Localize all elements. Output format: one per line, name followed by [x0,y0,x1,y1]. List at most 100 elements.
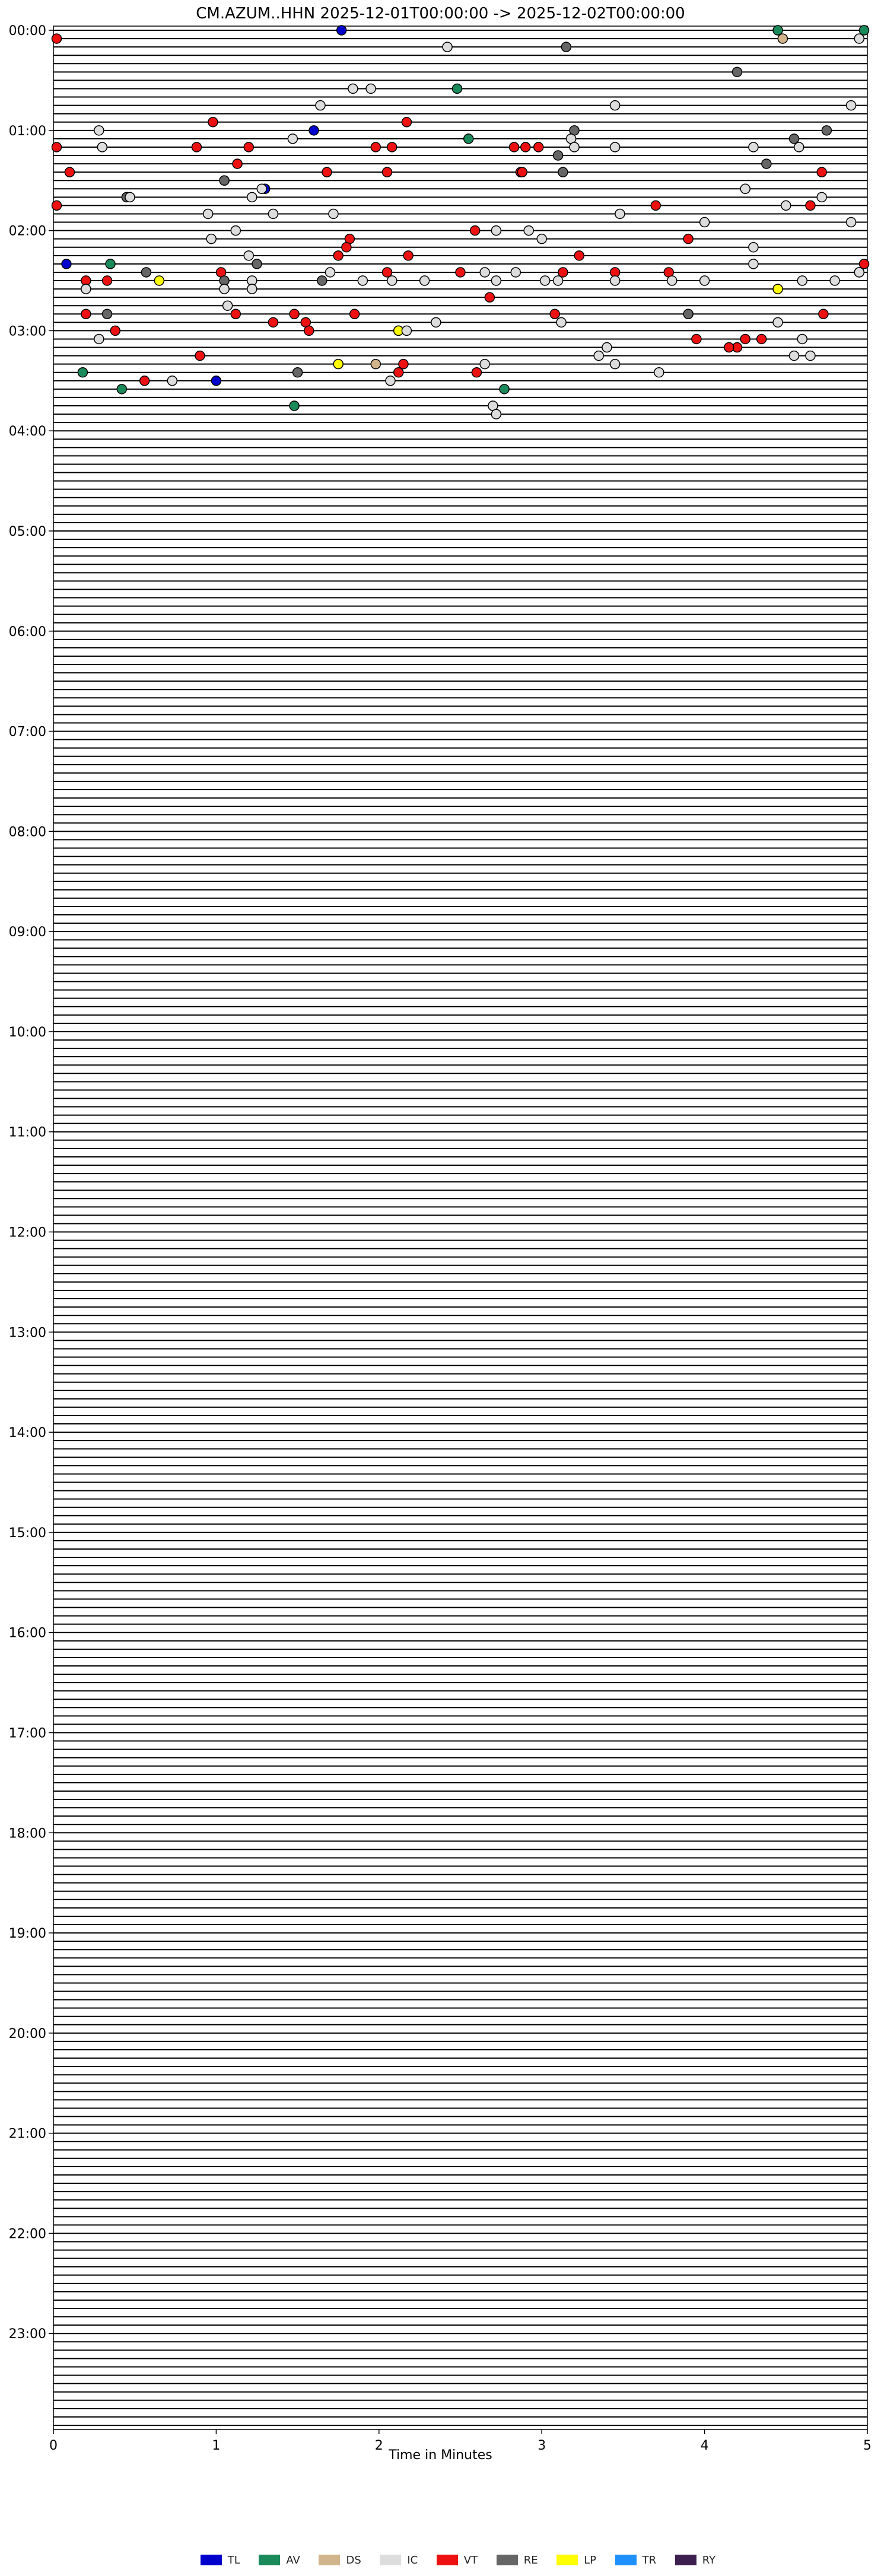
event-marker-vt [381,267,393,278]
event-marker-ic [797,333,807,345]
legend-label: TR [642,2553,657,2567]
event-marker-re [761,158,772,169]
legend-item: DS [319,2554,361,2567]
legend-item: RE [496,2553,538,2567]
event-marker-ic [845,217,857,228]
event-marker-ic [699,275,710,286]
event-marker-re [141,267,152,278]
y-tick-label: 02:00 [9,224,46,239]
x-tick-label: 2 [375,2438,383,2453]
event-marker-vt [341,241,352,253]
event-marker-ic [609,142,621,152]
event-marker-ic [666,275,678,286]
chart-title: CM.AZUM..HHN 2025-12-01T00:00:00 -> 2025… [196,5,685,23]
legend-swatch [200,2555,222,2565]
event-marker-ic [510,267,521,278]
y-tick-label: 08:00 [9,825,46,839]
legend-label: AV [286,2553,300,2567]
event-marker-ic [222,300,233,311]
event-marker-ic [491,225,502,236]
event-marker-ic [845,100,857,111]
event-marker-vt [230,309,241,320]
event-marker-ic [97,142,108,152]
y-tick-label: 07:00 [9,725,46,740]
event-marker-vt [398,358,409,370]
event-marker-vt [289,309,300,320]
event-marker-ic [206,233,217,244]
legend-item: TR [615,2553,657,2567]
event-marker-vt [208,117,218,128]
event-marker-ic [125,192,135,203]
event-marker-ic [794,142,804,152]
event-marker-ic [609,100,621,111]
event-marker-ic [442,42,453,52]
event-marker-ic [539,275,551,286]
event-marker-av [105,259,116,269]
legend-swatch [675,2555,696,2565]
event-marker-ic [243,250,255,261]
event-marker-av [499,384,510,395]
event-marker-ic [287,133,298,144]
event-marker-re [683,309,694,320]
event-marker-vt [455,267,466,278]
event-marker-vt [756,333,767,345]
event-marker-re [561,42,572,52]
event-marker-vt [393,367,404,378]
event-marker-vt [110,325,121,336]
event-marker-ic [569,142,580,152]
event-marker-ic [748,142,759,152]
legend-item: IC [380,2554,418,2567]
event-marker-vt [333,250,344,261]
y-tick-label: 00:00 [9,24,46,39]
y-tick-label: 22:00 [9,2227,46,2241]
event-marker-vt [574,250,585,261]
event-marker-vt [724,342,734,353]
y-tick-label: 03:00 [9,324,46,339]
event-marker-av [463,133,474,144]
y-tick-label: 21:00 [9,2127,46,2142]
event-marker-vt [805,200,816,211]
event-marker-ic [315,100,326,111]
event-marker-ic [81,284,91,294]
legend-swatch [436,2555,458,2565]
y-tick-label: 14:00 [9,1426,46,1440]
y-tick-label: 23:00 [9,2327,46,2342]
legend-label: DS [346,2553,361,2567]
event-marker-vt [401,117,412,128]
event-marker-vt [508,142,520,152]
legend-swatch [319,2555,341,2565]
event-marker-vt [683,233,694,244]
event-marker-ic [325,267,336,278]
event-marker-ic [740,183,750,195]
event-marker-vt [51,142,62,152]
event-marker-vt [517,167,528,177]
event-marker-vt [81,309,91,320]
event-marker-lp [333,358,344,370]
event-marker-tl [308,125,319,136]
legend-label: RE [523,2553,538,2567]
y-tick-label: 17:00 [9,1726,46,1741]
event-marker-ic [593,350,604,361]
event-marker-vt [381,167,393,177]
event-marker-re [731,66,743,78]
y-tick-label: 19:00 [9,1926,46,1941]
legend-label: LP [584,2553,597,2567]
event-marker-re [552,150,564,161]
event-marker-vt [304,325,314,336]
event-marker-vt [558,267,568,278]
event-marker-ic [609,275,621,286]
event-marker-av [116,384,127,395]
event-marker-ic [748,241,759,253]
event-marker-ic [602,342,612,353]
x-tick-label: 1 [212,2438,220,2453]
event-marker-ic [805,350,816,361]
x-tick-label: 5 [863,2438,872,2453]
x-tick-label: 3 [537,2438,546,2453]
event-marker-vt [549,309,560,320]
event-marker-vt [139,376,150,386]
event-marker-vt [387,142,397,152]
event-marker-vt [64,167,75,177]
event-marker-ic [268,208,279,220]
event-marker-re [788,133,800,144]
